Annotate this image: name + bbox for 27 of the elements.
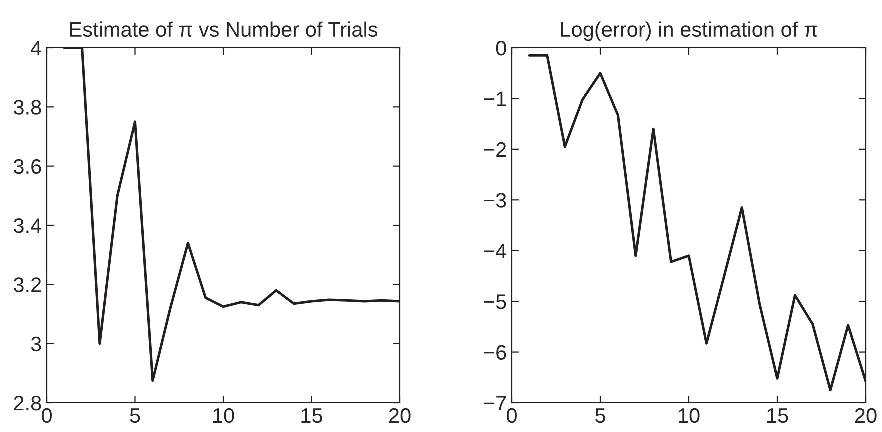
x-tick-label: 10 [214, 408, 234, 424]
y-tick-label: 3.2 [14, 278, 42, 292]
y-tick-label: −5 [484, 294, 506, 310]
y-tick-label: 3.8 [14, 100, 42, 115]
x-tick-label: 0 [507, 408, 517, 424]
x-tick-label: 5 [130, 408, 140, 424]
y-tick-label: −4 [484, 244, 507, 258]
y-tick-label: −6 [484, 345, 506, 360]
y-tick-label: 0 [496, 41, 506, 56]
x-tick-label: 20 [389, 408, 411, 424]
x-tick-label: 20 [855, 408, 877, 424]
chart-title: Log(error) in estimation of π [561, 22, 818, 42]
y-tick-label: 3 [31, 336, 42, 352]
chart-title: Estimate of π vs Number of Trials [70, 22, 378, 38]
y-tick-label: 3.6 [14, 159, 42, 174]
y-tick-label: −2 [484, 142, 506, 157]
x-tick-label: 15 [768, 408, 788, 424]
y-tick-label: −3 [484, 193, 506, 208]
y-tick-label: −7 [484, 396, 506, 411]
y-tick-label: 2.8 [14, 396, 42, 411]
y-tick-label: −1 [484, 92, 506, 106]
x-tick-label: 5 [596, 408, 606, 424]
x-tick-label: 0 [42, 408, 52, 424]
x-tick-label: 10 [679, 408, 700, 424]
y-tick-label: 4 [31, 41, 42, 56]
y-tick-label: 3.4 [14, 218, 42, 234]
x-tick-label: 15 [302, 408, 322, 424]
